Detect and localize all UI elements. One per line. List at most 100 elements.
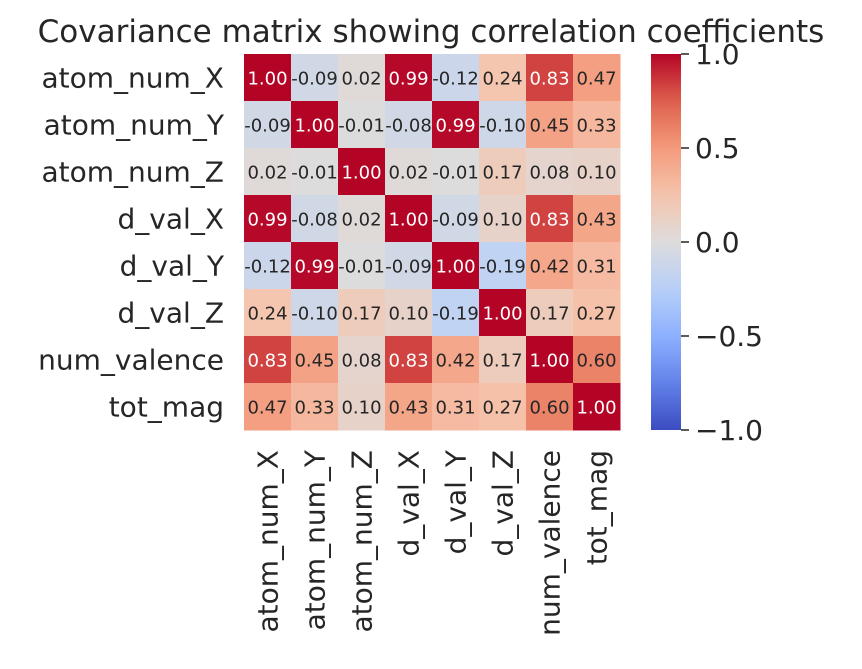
cell-value-label: 0.02 (388, 163, 428, 184)
heatmap-cells: 1.00 -0.09 0.02 0.99 -0.12 0.24 0.83 0.47-0.09 1… (244, 54, 621, 431)
cell-value-label: 0.60 (576, 351, 616, 372)
cell-value-label: 0.45 (529, 116, 569, 137)
cell-value-label: 0.08 (341, 351, 381, 372)
colorbar-bar (651, 54, 681, 430)
heatmap-cell (573, 54, 621, 102)
heatmap-cell (526, 54, 574, 102)
cell-value-label: 0.99 (435, 116, 475, 137)
heatmap-cell (244, 148, 292, 196)
heatmap-cell (385, 54, 433, 102)
heatmap-cell (385, 101, 433, 149)
cell-value-label: -0.10 (291, 304, 338, 325)
heatmap-cell (526, 242, 574, 290)
heatmap-cell (432, 336, 480, 384)
heatmap-cell (432, 148, 480, 196)
cell-value-label: 0.42 (435, 351, 475, 372)
heatmap-cell (526, 148, 574, 196)
heatmap-cell (479, 54, 527, 102)
cell-value-label: -0.01 (432, 163, 479, 184)
heatmap-cell (291, 101, 339, 149)
cell-value-label: 1.00 (294, 116, 334, 137)
heatmap-cell (432, 54, 480, 102)
heatmap-cell (244, 289, 292, 337)
heatmap-cell (338, 195, 386, 243)
heatmap-cell (385, 383, 433, 431)
heatmap-cell (479, 383, 527, 431)
heatmap-cell (291, 195, 339, 243)
heatmap-cell (432, 101, 480, 149)
cell-value-label: -0.09 (432, 210, 479, 231)
cell-value-label: 0.47 (576, 69, 616, 90)
heatmap-cell (526, 383, 574, 431)
colorbar-tick-label: 0.5 (695, 132, 740, 165)
cell-value-label: 0.99 (388, 69, 428, 90)
column-label: atom_num_X (252, 450, 285, 633)
heatmap-cell (291, 383, 339, 431)
cell-value-label: 1.00 (576, 398, 616, 419)
colorbar-tick-label: 1.0 (695, 38, 740, 71)
chart-title: Covariance matrix showing correlation co… (38, 14, 825, 50)
heatmap-cell (291, 242, 339, 290)
cell-value-label: -0.08 (385, 116, 432, 137)
heatmap-cell (291, 336, 339, 384)
row-label: atom_num_Z (42, 156, 225, 189)
heatmap-cell (338, 148, 386, 196)
column-labels: atom_num_X atom_num_Y atom_num_Z d_val_X d_v… (252, 449, 614, 636)
cell-value-label: 0.17 (482, 163, 522, 184)
row-label: d_val_Z (118, 297, 224, 330)
heatmap-cell (244, 54, 292, 102)
row-label: atom_num_X (42, 62, 225, 95)
cell-value-label: 1.00 (388, 210, 428, 231)
cell-value-label: 0.31 (435, 398, 475, 419)
heatmap-cell (526, 101, 574, 149)
heatmap-cell (385, 242, 433, 290)
cell-value-label: -0.01 (338, 257, 385, 278)
cell-value-label: 0.02 (341, 210, 381, 231)
colorbar-ticks: 1.0 0.5 0.0 −0.5 −1.0 (681, 38, 763, 447)
cell-value-label: 1.00 (247, 69, 287, 90)
cell-value-label: 0.33 (294, 398, 334, 419)
heatmap-cell (526, 195, 574, 243)
column-label: d_val_X (393, 450, 426, 556)
cell-value-label: 0.02 (247, 163, 287, 184)
cell-value-label: -0.01 (338, 116, 385, 137)
heatmap-cell (291, 54, 339, 102)
cell-value-label: -0.12 (244, 257, 291, 278)
heatmap-cell (479, 101, 527, 149)
cell-value-label: 0.33 (576, 116, 616, 137)
cell-value-label: 1.00 (435, 257, 475, 278)
heatmap-cell (432, 195, 480, 243)
cell-value-label: 0.31 (576, 257, 616, 278)
cell-value-label: 0.27 (576, 304, 616, 325)
heatmap-cell (432, 289, 480, 337)
heatmap-cell (573, 148, 621, 196)
heatmap-cell (244, 336, 292, 384)
heatmap-cell (244, 101, 292, 149)
row-label: num_valence (38, 344, 224, 377)
cell-value-label: 0.10 (576, 163, 616, 184)
cell-value-label: -0.09 (291, 69, 338, 90)
cell-value-label: -0.08 (291, 210, 338, 231)
colorbar: 1.0 0.5 0.0 −0.5 −1.0 (651, 38, 763, 447)
heatmap-cell (385, 289, 433, 337)
column-label: atom_num_Z (346, 450, 379, 633)
cell-value-label: 0.27 (482, 398, 522, 419)
cell-value-label: 0.83 (247, 351, 287, 372)
cell-value-label: 0.83 (388, 351, 428, 372)
heatmap-cell (385, 148, 433, 196)
cell-value-label: 0.10 (388, 304, 428, 325)
cell-value-label: 0.08 (529, 163, 569, 184)
heatmap-cell (432, 242, 480, 290)
heatmap-cell (479, 195, 527, 243)
cell-value-label: 0.10 (482, 210, 522, 231)
cell-value-label: 0.43 (388, 398, 428, 419)
cell-value-label: 0.83 (529, 210, 569, 231)
heatmap-cell (479, 336, 527, 384)
cell-value-label: 0.60 (529, 398, 569, 419)
heatmap-cell (432, 383, 480, 431)
cell-value-label: 0.99 (247, 210, 287, 231)
heatmap-cell (338, 336, 386, 384)
heatmap-cell (338, 54, 386, 102)
heatmap-cell (385, 195, 433, 243)
